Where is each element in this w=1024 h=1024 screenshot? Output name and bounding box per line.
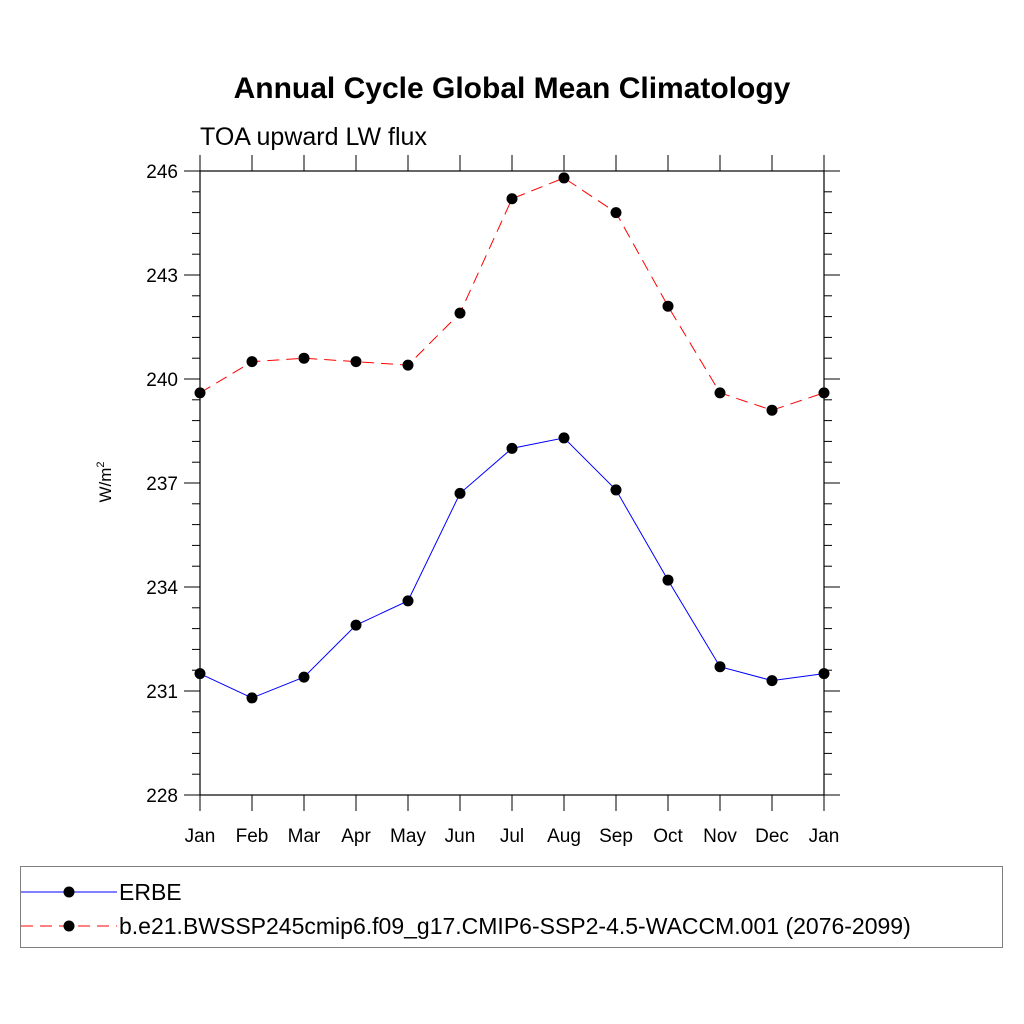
legend-marker-model xyxy=(63,920,75,932)
y-tick-label: 231 xyxy=(146,682,178,703)
data-point-series-1 xyxy=(714,387,726,399)
data-point-series-0 xyxy=(246,692,258,704)
data-point-series-1 xyxy=(662,300,674,312)
data-point-series-1 xyxy=(402,359,414,371)
data-point-series-1 xyxy=(766,404,778,416)
x-tick-label: Jan xyxy=(809,826,840,847)
x-tick-label: Nov xyxy=(703,826,737,847)
data-point-series-0 xyxy=(818,668,830,680)
data-point-series-0 xyxy=(298,671,310,683)
chart-plot: Annual Cycle Global Mean Climatology TOA… xyxy=(95,72,840,847)
data-point-series-1 xyxy=(350,356,362,368)
x-tick-label: Aug xyxy=(547,826,581,847)
x-tick-label: Jul xyxy=(500,826,524,847)
data-point-series-0 xyxy=(454,487,466,499)
x-tick-label: Apr xyxy=(341,826,371,847)
data-point-series-1 xyxy=(454,307,466,319)
chart-subtitle: TOA upward LW flux xyxy=(200,123,427,151)
legend-item-erbe: ERBE xyxy=(21,874,182,910)
data-point-series-1 xyxy=(194,387,206,399)
legend-swatch-model xyxy=(21,920,117,932)
data-point-series-0 xyxy=(610,484,622,496)
x-tick-label: Oct xyxy=(653,826,683,847)
data-point-series-0 xyxy=(402,595,414,607)
y-tick-label: 240 xyxy=(146,370,178,391)
data-point-series-1 xyxy=(558,172,570,184)
y-axis-label-superscript: 2 xyxy=(95,461,107,467)
x-tick-label: Mar xyxy=(288,826,321,847)
plot-frame xyxy=(199,170,825,796)
series-line-1 xyxy=(199,177,825,411)
series-layer xyxy=(194,172,830,704)
data-point-series-1 xyxy=(610,207,622,219)
data-point-series-1 xyxy=(818,387,830,399)
chart-title: Annual Cycle Global Mean Climatology xyxy=(234,72,791,105)
y-axis-label: W/m2 xyxy=(95,461,115,502)
x-tick-label: Jan xyxy=(185,826,216,847)
legend: ERBE b.e21.BWSSP245cmip6.f09_g17.CMIP6-S… xyxy=(20,866,1003,948)
legend-label-model: b.e21.BWSSP245cmip6.f09_g17.CMIP6-SSP2-4… xyxy=(119,912,911,939)
x-tick-label: Sep xyxy=(599,826,633,847)
legend-marker-erbe xyxy=(63,886,75,898)
data-point-series-1 xyxy=(246,356,258,368)
y-axis-label-unit: W/m xyxy=(96,468,115,503)
data-point-series-1 xyxy=(506,193,518,205)
y-tick-label: 237 xyxy=(146,474,178,495)
x-tick-label: Jun xyxy=(445,826,476,847)
y-tick-label: 246 xyxy=(146,162,178,183)
data-point-series-0 xyxy=(714,661,726,673)
x-tick-label: Dec xyxy=(755,826,789,847)
y-tick-label: 243 xyxy=(146,266,178,287)
data-point-series-0 xyxy=(766,675,778,687)
data-point-series-1 xyxy=(298,352,310,364)
x-tick-label: Feb xyxy=(236,826,269,847)
series-line-0 xyxy=(199,437,825,699)
legend-label-erbe: ERBE xyxy=(119,878,182,905)
axis-ticks: Jan Feb Mar Apr May Jun Jul Aug Sep Oct Nov Dec Jan 2… xyxy=(146,155,840,847)
data-point-series-0 xyxy=(350,619,362,631)
y-tick-label: 228 xyxy=(146,786,178,807)
legend-item-model: b.e21.BWSSP245cmip6.f09_g17.CMIP6-SSP2-4… xyxy=(21,908,911,944)
data-point-series-0 xyxy=(558,432,570,444)
y-tick-label: 234 xyxy=(146,578,178,599)
x-tick-label: May xyxy=(390,826,426,847)
data-point-series-0 xyxy=(662,574,674,586)
data-point-series-0 xyxy=(506,442,518,454)
legend-swatch-erbe xyxy=(21,886,117,898)
data-point-series-0 xyxy=(194,668,206,680)
